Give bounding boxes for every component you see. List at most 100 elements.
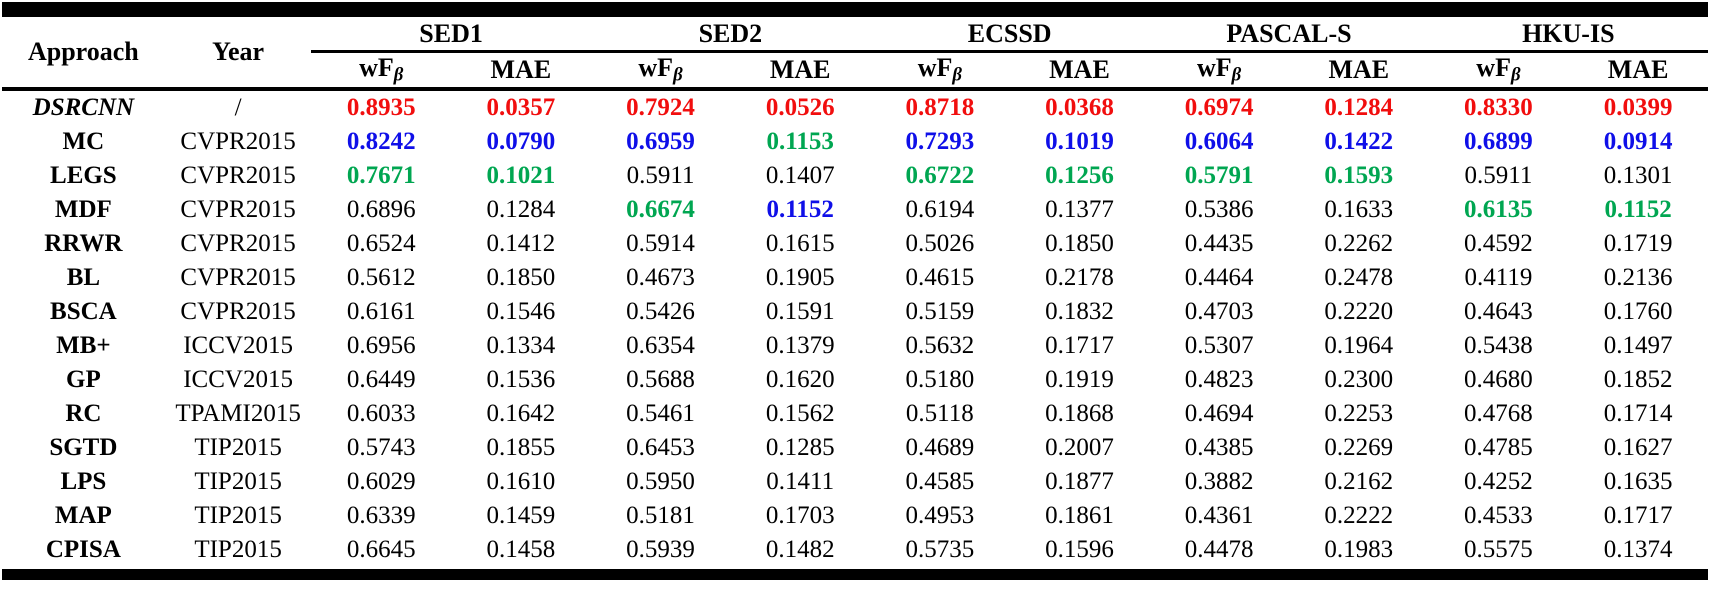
dataset-header-pascal-s: PASCAL-S — [1149, 17, 1429, 53]
value-cell: 0.4953 — [905, 501, 975, 529]
value-cell: 0.1983 — [1324, 535, 1394, 563]
value-cell: 0.5575 — [1464, 535, 1533, 563]
value-cell: 0.1497 — [1603, 331, 1673, 359]
metric-header-mae: MAE — [1288, 51, 1429, 91]
value-cell: 0.1633 — [1324, 195, 1394, 223]
value-cell: 0.1964 — [1324, 331, 1394, 359]
table-header: Approach Year SED1 SED2 ECSSD PASCAL-S H… — [2, 17, 1708, 91]
year-cell: TIP2015 — [194, 501, 282, 529]
metric-header-wfb: wFβ — [590, 51, 731, 91]
value-cell: 0.6449 — [346, 365, 416, 393]
year-cell: TIP2015 — [194, 535, 282, 563]
table-row: MB+ ICCV2015 0.6956 0.1334 0.6354 0.1379 0.563… — [2, 329, 1708, 363]
value-cell: 0.4680 — [1464, 365, 1533, 393]
approach-cell: BSCA — [50, 297, 117, 325]
value-cell: 0.4385 — [1184, 433, 1254, 461]
beta-subscript: β — [1510, 64, 1521, 86]
value-cell: 0.1615 — [765, 229, 835, 257]
value-cell: 0.6959 — [626, 127, 695, 155]
metric-header-mae: MAE — [1009, 51, 1150, 91]
table-body: DSRCNN / 0.8935 0.0357 0.7924 0.0526 0.8718 0.0… — [2, 89, 1708, 567]
value-cell: 0.6956 — [346, 331, 416, 359]
value-cell: 0.1019 — [1045, 127, 1114, 155]
value-cell: 0.1596 — [1045, 535, 1114, 563]
metric-header-mae: MAE — [451, 51, 591, 91]
value-cell: 0.4533 — [1464, 501, 1533, 529]
value-cell: 0.4785 — [1464, 433, 1533, 461]
table-top-rule — [2, 2, 1708, 17]
value-cell: 0.3882 — [1184, 467, 1254, 495]
value-cell: 0.5438 — [1464, 331, 1533, 359]
value-cell: 0.4592 — [1464, 229, 1533, 257]
value-cell: 0.1714 — [1603, 399, 1673, 427]
value-cell: 0.1591 — [765, 297, 835, 325]
value-cell: 0.8935 — [346, 93, 416, 121]
value-cell: 0.6339 — [346, 501, 416, 529]
value-cell: 0.2262 — [1324, 229, 1394, 257]
value-cell: 0.6194 — [905, 195, 975, 223]
value-cell: 0.1152 — [766, 195, 834, 223]
value-cell: 0.4585 — [905, 467, 975, 495]
value-cell: 0.5426 — [626, 297, 695, 325]
approach-cell: MC — [62, 127, 105, 155]
beta-subscript: β — [393, 64, 404, 86]
value-cell: 0.1407 — [765, 161, 835, 189]
value-cell: 0.2253 — [1324, 399, 1394, 427]
value-cell: 0.1379 — [765, 331, 835, 359]
table-row: DSRCNN / 0.8935 0.0357 0.7924 0.0526 0.8718 0.0… — [2, 89, 1708, 125]
dataset-header-ecssd: ECSSD — [870, 17, 1150, 53]
table-row: SGTD TIP2015 0.5743 0.1855 0.6453 0.1285 0.468… — [2, 431, 1708, 465]
column-header-year: Year — [164, 17, 312, 91]
value-cell: 0.5911 — [626, 161, 695, 189]
value-cell: 0.0914 — [1603, 127, 1673, 155]
value-cell: 0.1850 — [486, 263, 556, 291]
value-cell: 0.2300 — [1324, 365, 1394, 393]
value-cell: 0.4689 — [905, 433, 975, 461]
year-cell: TIP2015 — [194, 467, 282, 495]
metric-header-mae: MAE — [1568, 51, 1708, 91]
value-cell: 0.1832 — [1045, 297, 1114, 325]
value-cell: 0.1620 — [765, 365, 835, 393]
value-cell: 0.1717 — [1603, 501, 1673, 529]
value-cell: 0.1760 — [1603, 297, 1673, 325]
value-cell: 0.4435 — [1184, 229, 1254, 257]
value-cell: 0.5159 — [905, 297, 975, 325]
table-row: RC TPAMI2015 0.6033 0.1642 0.5461 0.1562 0.511… — [2, 397, 1708, 431]
value-cell: 0.4768 — [1464, 399, 1533, 427]
value-cell: 0.4252 — [1464, 467, 1533, 495]
value-cell: 0.6896 — [346, 195, 416, 223]
table-row: BL CVPR2015 0.5612 0.1850 0.4673 0.1905 0.4615… — [2, 261, 1708, 295]
year-cell: TIP2015 — [194, 433, 282, 461]
value-cell: 0.4478 — [1184, 535, 1254, 563]
value-cell: 0.1635 — [1603, 467, 1673, 495]
value-cell: 0.1374 — [1603, 535, 1673, 563]
value-cell: 0.4361 — [1184, 501, 1254, 529]
value-cell: 0.4464 — [1184, 263, 1254, 291]
value-cell: 0.1852 — [1603, 365, 1673, 393]
value-cell: 0.6524 — [346, 229, 416, 257]
approach-cell: RC — [65, 399, 102, 427]
value-cell: 0.1458 — [486, 535, 556, 563]
year-cell: CVPR2015 — [180, 127, 296, 155]
table-row: BSCA CVPR2015 0.6161 0.1546 0.5426 0.1591 0.51… — [2, 295, 1708, 329]
value-cell: 0.0790 — [486, 127, 556, 155]
value-cell: 0.6161 — [346, 297, 416, 325]
approach-cell: BL — [66, 263, 101, 291]
value-cell: 0.6899 — [1464, 127, 1533, 155]
value-cell: 0.8330 — [1464, 93, 1533, 121]
value-cell: 0.1642 — [486, 399, 556, 427]
year-cell: TPAMI2015 — [175, 399, 301, 427]
value-cell: 0.5026 — [905, 229, 975, 257]
year-cell: CVPR2015 — [180, 229, 296, 257]
value-cell: 0.7293 — [905, 127, 975, 155]
value-cell: 0.6722 — [905, 161, 975, 189]
metric-header-row: wFβ MAE wFβ MAE wFβ MAE wFβ MAE wFβ MAE — [2, 51, 1708, 91]
value-cell: 0.6135 — [1464, 195, 1533, 223]
value-cell: 0.1411 — [766, 467, 835, 495]
value-cell: 0.6033 — [346, 399, 416, 427]
value-cell: 0.2178 — [1045, 263, 1114, 291]
value-cell: 0.0526 — [765, 93, 835, 121]
value-cell: 0.1422 — [1324, 127, 1394, 155]
year-cell: / — [234, 93, 242, 121]
